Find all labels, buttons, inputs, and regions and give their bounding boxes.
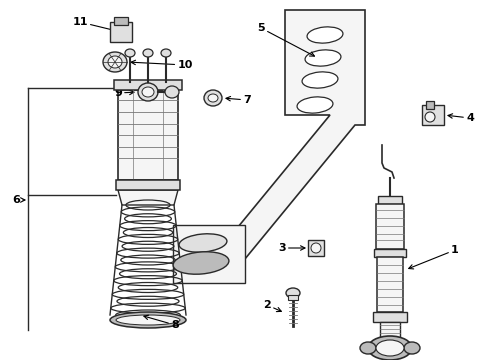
Ellipse shape: [311, 243, 321, 253]
Ellipse shape: [286, 288, 300, 298]
Bar: [288, 295, 298, 300]
Polygon shape: [118, 190, 178, 205]
Text: 5: 5: [257, 23, 315, 56]
Ellipse shape: [179, 234, 227, 252]
Bar: [114, 17, 128, 25]
Ellipse shape: [103, 52, 127, 72]
Ellipse shape: [307, 27, 343, 43]
Ellipse shape: [368, 336, 412, 360]
Bar: [380, 322, 400, 340]
Text: 6: 6: [12, 195, 25, 205]
Ellipse shape: [297, 97, 333, 113]
Ellipse shape: [360, 342, 376, 354]
Text: 10: 10: [131, 60, 193, 70]
Bar: [308, 240, 324, 256]
Ellipse shape: [161, 49, 171, 57]
Bar: [110, 22, 132, 42]
Bar: [377, 257, 403, 312]
Text: 11: 11: [72, 17, 117, 32]
Bar: [378, 196, 402, 204]
Ellipse shape: [376, 340, 404, 356]
Ellipse shape: [204, 90, 222, 106]
Ellipse shape: [116, 315, 180, 325]
Ellipse shape: [142, 87, 154, 97]
Ellipse shape: [302, 72, 338, 88]
Bar: [374, 249, 406, 257]
Bar: [426, 101, 434, 109]
Bar: [118, 90, 178, 180]
Text: 9: 9: [114, 88, 134, 98]
Text: 3: 3: [278, 243, 305, 253]
Ellipse shape: [425, 112, 435, 122]
Polygon shape: [210, 10, 365, 265]
Bar: [114, 80, 182, 90]
Bar: [422, 105, 444, 125]
Ellipse shape: [143, 49, 153, 57]
Ellipse shape: [125, 49, 135, 57]
Ellipse shape: [138, 83, 158, 101]
Text: 1: 1: [409, 245, 459, 269]
Bar: [376, 204, 404, 249]
Ellipse shape: [165, 86, 179, 98]
Text: 2: 2: [263, 300, 281, 312]
Ellipse shape: [404, 342, 420, 354]
Ellipse shape: [305, 50, 341, 66]
Bar: [373, 312, 407, 322]
Bar: [173, 225, 245, 283]
Ellipse shape: [110, 312, 186, 328]
Text: 7: 7: [226, 95, 251, 105]
Ellipse shape: [108, 56, 122, 68]
Ellipse shape: [208, 94, 218, 102]
Ellipse shape: [173, 252, 229, 274]
Text: 4: 4: [448, 113, 474, 123]
Bar: [116, 180, 180, 190]
Text: 8: 8: [144, 315, 179, 330]
